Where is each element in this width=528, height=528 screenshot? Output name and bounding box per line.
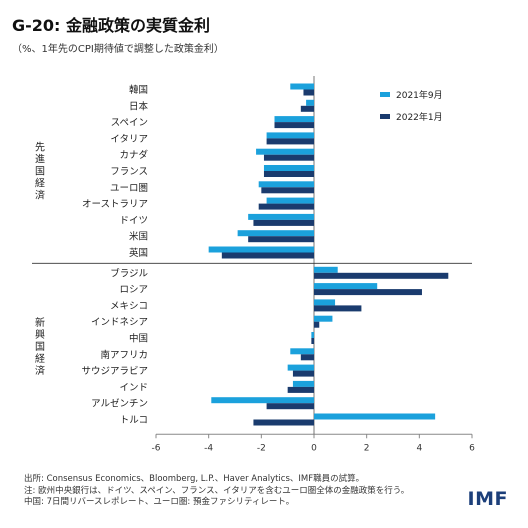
bar-2022-jan xyxy=(263,154,314,161)
group-label: 新興国経済 xyxy=(35,316,45,377)
bar-2022-jan xyxy=(287,386,314,393)
x-tick-label: 2 xyxy=(364,443,370,453)
bar-2021-sep xyxy=(266,132,314,139)
chart-subtitle: （%、1年先のCPI期待値で調整した政策金利） xyxy=(12,44,224,55)
footnote: 注: 欧州中央銀行は、ドイツ、スペイン、フランス、イタリアを含むユーロ圏全体の金… xyxy=(24,485,410,496)
category-label: メキシコ xyxy=(110,301,148,312)
category-label: 南アフリカ xyxy=(100,349,148,361)
legend-swatch-2022-jan xyxy=(380,114,390,119)
bar-2022-jan xyxy=(300,354,314,361)
x-tick-label: 4 xyxy=(416,443,422,453)
bar-2021-sep xyxy=(256,148,314,155)
bar-2022-jan xyxy=(253,419,314,426)
bar-2022-jan xyxy=(314,305,362,312)
category-label: 日本 xyxy=(129,100,149,112)
category-label: ロシア xyxy=(119,285,148,296)
bar-2022-jan xyxy=(314,272,449,279)
x-tick-label: -4 xyxy=(204,443,213,453)
category-label: 米国 xyxy=(129,231,148,243)
bar-2022-jan xyxy=(221,252,314,259)
bar-2021-sep xyxy=(314,413,436,420)
group-label: 先進国経済 xyxy=(35,142,45,202)
bar-2022-jan xyxy=(261,187,314,194)
category-label: フランス xyxy=(110,167,148,178)
x-tick-label: -6 xyxy=(152,443,161,453)
source-note: 出所: Consensus Economics、Bloomberg, L.P.、… xyxy=(24,474,365,484)
category-label: 英国 xyxy=(129,247,148,259)
bar-2021-sep xyxy=(314,315,333,322)
bar-2022-jan xyxy=(314,321,320,328)
legend-label: 2022年1月 xyxy=(396,111,443,123)
legend-label: 2021年9月 xyxy=(396,89,443,101)
category-label: オーストラリア xyxy=(82,199,148,210)
category-label: カナダ xyxy=(119,149,148,161)
footnote: 中国: 7日間リバースレポレート、ユーロ圏: 預金ファシリティレート。 xyxy=(24,497,295,507)
category-label: アルゼンチン xyxy=(91,398,148,410)
bar-2021-sep xyxy=(306,99,314,106)
legend-swatch-2021-sep xyxy=(380,92,390,97)
bar-2021-sep xyxy=(314,283,378,290)
category-label: インド xyxy=(119,382,148,393)
bar-2021-sep xyxy=(314,299,336,306)
bar-2022-jan xyxy=(253,219,314,226)
bar-2021-sep xyxy=(258,181,314,188)
x-tick-label: 6 xyxy=(469,443,475,453)
bar-2021-sep xyxy=(292,380,314,387)
bar-2022-jan xyxy=(303,89,314,96)
bar-2021-sep xyxy=(237,230,314,237)
bar-2021-sep xyxy=(311,332,314,338)
bar-2022-jan xyxy=(292,370,314,377)
bar-2022-jan xyxy=(311,338,314,344)
bar-2022-jan xyxy=(258,203,314,210)
bar-2021-sep xyxy=(263,165,314,171)
bar-2021-sep xyxy=(287,364,314,371)
bar-2021-sep xyxy=(274,116,314,123)
bar-2022-jan xyxy=(266,138,314,145)
bar-2021-sep xyxy=(248,213,314,220)
category-label: インドネシア xyxy=(91,317,148,328)
category-label: スペイン xyxy=(111,118,148,129)
x-tick-label: -2 xyxy=(257,443,266,453)
category-label: トルコ xyxy=(120,415,148,426)
x-tick-label: 0 xyxy=(311,443,317,453)
category-label: ドイツ xyxy=(119,215,148,226)
category-label: 中国 xyxy=(129,333,148,345)
imf-logo: IMF xyxy=(467,488,508,510)
bar-2022-jan xyxy=(263,171,314,177)
category-label: サウジアラビア xyxy=(81,366,148,377)
category-label: 韓国 xyxy=(129,85,148,96)
bar-2022-jan xyxy=(266,403,314,410)
bar-2021-sep xyxy=(211,397,314,404)
bar-2021-sep xyxy=(314,266,338,273)
bar-2021-sep xyxy=(266,197,314,204)
page-title: G-20: 金融政策の実質金利 xyxy=(12,16,211,35)
bar-2022-jan xyxy=(248,236,314,243)
category-label: ユーロ圏 xyxy=(110,183,148,194)
bar-2022-jan xyxy=(314,289,422,296)
bar-2022-jan xyxy=(274,122,314,129)
source-notes: 出所: Consensus Economics、Bloomberg, L.P.、… xyxy=(24,474,454,509)
bar-2021-sep xyxy=(290,348,314,355)
bar-2021-sep xyxy=(290,83,314,90)
bar-2022-jan xyxy=(300,105,314,112)
category-label: イタリア xyxy=(110,134,148,145)
category-label: ブラジル xyxy=(110,267,148,279)
bar-2021-sep xyxy=(208,246,314,253)
